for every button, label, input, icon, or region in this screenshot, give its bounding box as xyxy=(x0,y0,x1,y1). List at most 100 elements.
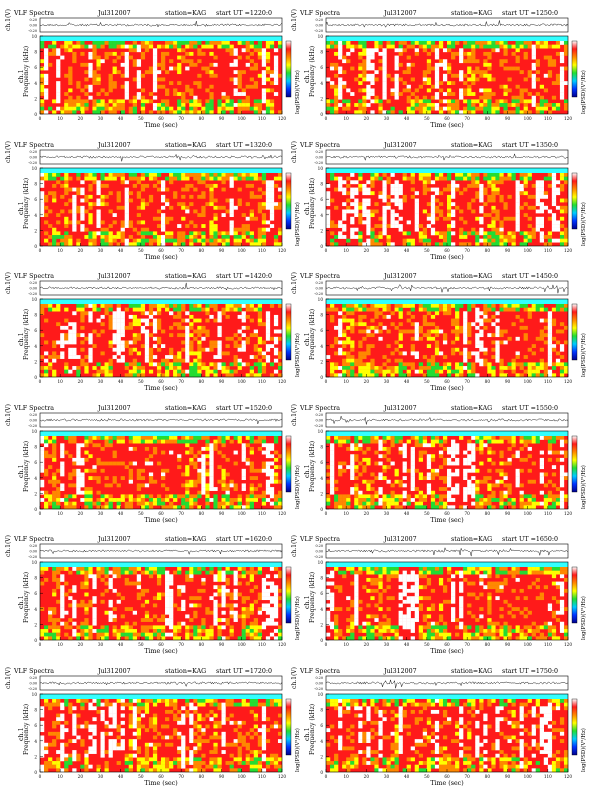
spectrogram-cell xyxy=(463,469,467,473)
spectrogram-cell xyxy=(395,359,399,363)
spectrogram-cell xyxy=(92,180,96,184)
spectrogram-cell xyxy=(499,45,503,49)
spectrogram-cell xyxy=(334,351,338,355)
spectrogram-cell xyxy=(342,217,346,221)
spectrogram-cell xyxy=(326,502,330,506)
spectrogram-cell xyxy=(141,366,145,370)
spectrogram-cell xyxy=(520,88,524,92)
spectrogram-cell xyxy=(270,88,274,92)
spectrogram-cell xyxy=(382,308,386,312)
spectrogram-cell xyxy=(125,239,129,243)
spectrogram-cell xyxy=(242,213,246,217)
spectrogram-cell xyxy=(556,74,560,78)
spectrogram-cell xyxy=(177,326,181,330)
spectrogram-cell xyxy=(350,476,354,480)
spectrogram-cell xyxy=(189,220,193,224)
spectrogram-cell xyxy=(491,308,495,312)
spectrogram-cell xyxy=(185,473,189,477)
spectrogram-cell xyxy=(552,213,556,217)
spectrogram-cell xyxy=(56,96,60,100)
spectrogram-cell xyxy=(487,362,491,366)
spectrogram-cell xyxy=(370,67,374,71)
spectrogram-cell xyxy=(503,45,507,49)
spectrogram-cell xyxy=(181,473,185,477)
spectrogram-cell xyxy=(560,52,564,56)
spectrogram-cell xyxy=(366,220,370,224)
spectrogram-cell xyxy=(358,206,362,210)
spectrogram-cell xyxy=(479,311,483,315)
spectrogram-cell xyxy=(72,188,76,192)
spectrogram-cell xyxy=(443,458,447,462)
spectrogram-cell xyxy=(358,473,362,477)
spectrogram-cell xyxy=(382,81,386,85)
spectrogram-cell xyxy=(161,213,165,217)
spectrogram-cell xyxy=(48,362,52,366)
spectrogram-cell xyxy=(137,85,141,89)
spectrogram-cell xyxy=(189,451,193,455)
spectrogram-cell xyxy=(415,502,419,506)
spectrogram-cell xyxy=(564,362,568,366)
spectrogram-cell xyxy=(427,180,431,184)
spectrogram-cell xyxy=(141,188,145,192)
spectrogram-cell xyxy=(52,440,56,444)
spectrogram-cell xyxy=(262,370,266,374)
spectrogram-cell xyxy=(487,458,491,462)
spectrogram-cell xyxy=(548,70,552,74)
spectrogram-cell xyxy=(326,107,330,111)
time-tick-label: 0 xyxy=(39,116,42,121)
spectrogram-cell xyxy=(213,184,217,188)
spectrogram-cell xyxy=(145,502,149,506)
spectrogram-cell xyxy=(475,59,479,63)
spectrogram-cell xyxy=(443,505,447,509)
spectrogram-cell xyxy=(133,337,137,341)
spectrogram-cell xyxy=(382,326,386,330)
spectrogram-cell xyxy=(382,494,386,498)
spectrogram-cell xyxy=(238,99,242,103)
spectrogram-cell xyxy=(358,494,362,498)
spectrogram-cell xyxy=(153,59,157,63)
spectrogram-cell xyxy=(338,67,342,71)
spectrogram-cell xyxy=(366,242,370,246)
spectrogram-cell xyxy=(137,213,141,217)
spectrogram-cell xyxy=(334,92,338,96)
spectrogram-cell xyxy=(475,480,479,484)
spectrogram-cell xyxy=(121,173,125,177)
spectrogram-cell xyxy=(479,447,483,451)
spectrogram-cell xyxy=(270,199,274,203)
spectrogram-cell xyxy=(141,498,145,502)
spectrogram-cell xyxy=(326,440,330,444)
spectrogram-cell xyxy=(512,99,516,103)
spectrogram-cell xyxy=(463,59,467,63)
spectrogram-cell xyxy=(201,224,205,228)
spectrogram-cell xyxy=(508,195,512,199)
spectrogram-cell xyxy=(88,341,92,345)
spectrogram-cell xyxy=(254,217,258,221)
spectrogram-cell xyxy=(487,494,491,498)
spectrogram-cell xyxy=(508,239,512,243)
spectrogram-cell xyxy=(197,239,201,243)
spectrogram-cell xyxy=(447,498,451,502)
spectrogram-cell xyxy=(391,107,395,111)
spectrogram-cell xyxy=(137,195,141,199)
spectrogram-cell xyxy=(92,242,96,246)
spectrogram-cell xyxy=(185,451,189,455)
time-tick-label: 110 xyxy=(258,379,266,384)
spectrogram-cell xyxy=(197,359,201,363)
spectrogram-cell xyxy=(266,220,270,224)
spectrogram-cell xyxy=(76,469,80,473)
spectrogram-cell xyxy=(101,220,105,224)
spectrogram-cell xyxy=(338,322,342,326)
spectrogram-cell xyxy=(266,315,270,319)
spectrogram-cell xyxy=(242,70,246,74)
spectrogram-cell xyxy=(431,315,435,319)
spectrogram-cell xyxy=(528,217,532,221)
spectrogram-cell xyxy=(96,224,100,228)
time-tick-label: 100 xyxy=(238,116,246,121)
spectrogram-cell xyxy=(250,177,254,181)
spectrogram-cell xyxy=(483,96,487,100)
spectrogram-cell xyxy=(346,337,350,341)
spectrogram-cell xyxy=(84,366,88,370)
spectrogram-cell xyxy=(217,480,221,484)
spectrogram-cell xyxy=(540,184,544,188)
